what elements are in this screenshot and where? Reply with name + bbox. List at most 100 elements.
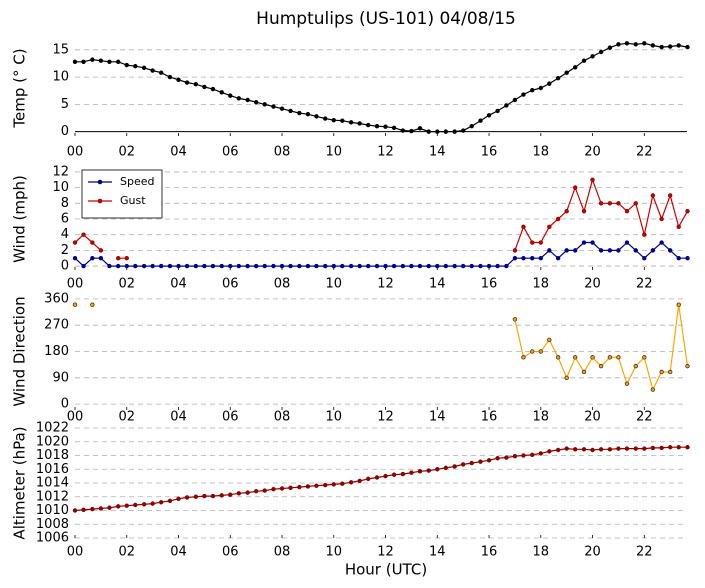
data-point	[72, 240, 78, 245]
x-tick-label: 18	[533, 410, 550, 425]
data-point	[297, 484, 302, 490]
data-point	[124, 62, 129, 68]
data-point	[616, 355, 621, 360]
data-point	[409, 128, 414, 134]
x-tick-label: 10	[326, 277, 343, 292]
data-point	[383, 473, 388, 479]
data-point	[340, 481, 345, 486]
x-tick-label: 08	[274, 145, 291, 160]
data-point	[598, 201, 604, 206]
data-point	[141, 65, 147, 71]
data-point	[348, 120, 354, 125]
data-point	[667, 248, 673, 253]
x-tick-label: 10	[326, 545, 343, 560]
x-tick-label: 14	[429, 277, 446, 292]
data-point	[530, 452, 535, 458]
data-point	[81, 263, 86, 269]
data-point	[314, 114, 319, 119]
data-point	[598, 49, 604, 55]
data-point	[202, 493, 207, 499]
data-point	[98, 58, 104, 63]
y-tick-label: 1020	[36, 434, 69, 449]
data-point	[150, 68, 155, 73]
x-tick-label: 16	[481, 145, 498, 160]
series-line	[74, 446, 688, 512]
data-point	[72, 59, 78, 65]
data-point	[573, 65, 578, 70]
data-point	[193, 263, 199, 269]
data-point	[176, 496, 181, 502]
x-tick-label: 16	[481, 277, 498, 292]
x-tick-label: 10	[326, 410, 343, 425]
data-point	[685, 445, 690, 450]
y-tick-label: 270	[44, 318, 69, 333]
y-axis-label: Wind Direction	[11, 296, 29, 406]
data-point	[504, 103, 509, 108]
data-point	[167, 263, 173, 269]
x-tick-label: 22	[636, 545, 653, 560]
data-point	[581, 58, 587, 63]
data-point	[279, 106, 285, 111]
x-tick-label: 02	[118, 277, 135, 292]
data-point	[202, 263, 207, 269]
x-tick-label: 14	[429, 545, 446, 560]
data-point	[219, 263, 224, 269]
data-point	[176, 77, 181, 83]
data-point	[469, 123, 474, 129]
data-point	[659, 369, 664, 375]
y-tick-label: 4	[61, 227, 69, 242]
data-point	[253, 263, 259, 269]
data-point	[228, 263, 233, 269]
x-tick-label: 22	[636, 410, 653, 425]
data-point	[262, 263, 267, 269]
data-point	[210, 263, 216, 269]
data-point	[72, 302, 78, 307]
y-tick-label: 0	[61, 124, 69, 139]
y-tick-label: 0	[61, 397, 69, 412]
y-tick-label: 1006	[36, 531, 69, 546]
data-point	[150, 501, 155, 506]
data-point	[409, 470, 414, 475]
data-point	[167, 498, 173, 504]
data-point	[202, 84, 207, 90]
data-point	[642, 355, 647, 360]
x-tick-label: 12	[377, 145, 394, 160]
x-tick-label: 08	[274, 545, 291, 560]
data-point	[581, 240, 587, 245]
data-point	[383, 263, 388, 269]
data-point	[271, 263, 276, 269]
data-point	[486, 263, 492, 269]
data-point	[530, 87, 535, 93]
x-tick-label: 16	[481, 410, 498, 425]
data-point	[512, 256, 518, 261]
data-point	[426, 263, 431, 269]
x-tick-label: 04	[170, 410, 187, 425]
data-point	[607, 248, 613, 253]
data-point	[624, 381, 630, 386]
data-point	[581, 447, 587, 452]
data-point	[512, 248, 518, 253]
data-point	[297, 263, 302, 269]
y-tick-label: 0	[61, 259, 69, 274]
data-point	[452, 129, 457, 134]
data-point	[374, 263, 380, 269]
x-tick-label: 20	[584, 545, 601, 560]
data-point	[176, 263, 181, 269]
data-point	[124, 256, 129, 261]
x-tick-label: 16	[481, 545, 498, 560]
y-tick-label: 90	[52, 370, 69, 385]
data-point	[116, 263, 121, 269]
y-tick-label: 5	[61, 97, 69, 112]
data-point	[279, 486, 285, 491]
data-point	[107, 59, 112, 65]
data-point	[98, 256, 104, 261]
data-point	[184, 495, 190, 500]
x-tick-label: 18	[533, 545, 550, 560]
data-point	[667, 193, 673, 198]
data-point	[486, 113, 492, 118]
x-tick-label: 00	[67, 410, 84, 425]
data-point	[624, 208, 630, 214]
data-point	[81, 507, 86, 513]
data-point	[314, 263, 319, 269]
data-point	[305, 484, 311, 489]
